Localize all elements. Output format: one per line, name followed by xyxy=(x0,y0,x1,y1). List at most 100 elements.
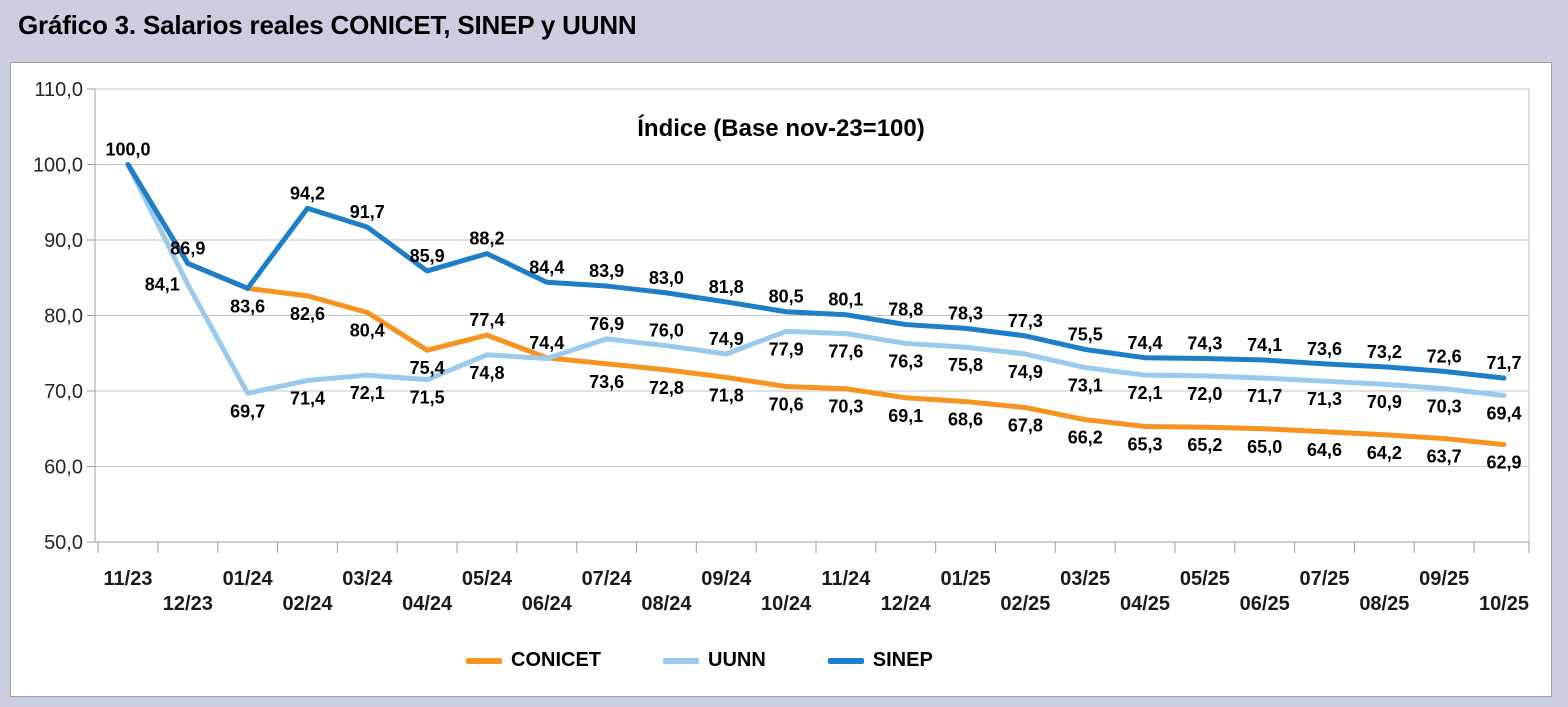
data-label-uunn: 69,4 xyxy=(1486,404,1521,424)
data-label-conicet: 69,1 xyxy=(888,406,923,426)
data-label-uunn: 77,6 xyxy=(828,342,863,362)
x-tick-label: 07/25 xyxy=(1299,568,1349,590)
data-label-conicet: 66,2 xyxy=(1068,428,1103,448)
x-tick-label: 06/24 xyxy=(522,593,573,615)
series-line-uunn xyxy=(125,162,1507,399)
data-label-conicet: 62,9 xyxy=(1486,453,1521,473)
data-label-conicet: 80,4 xyxy=(350,320,385,340)
data-label-sinep: 73,6 xyxy=(1307,339,1342,359)
legend-item-uunn: UUNN xyxy=(663,649,766,672)
x-tick-label: 11/23 xyxy=(104,568,153,590)
data-label-sinep: 85,9 xyxy=(410,246,445,266)
data-label-uunn: 74,9 xyxy=(709,329,744,349)
data-label-uunn: 71,4 xyxy=(290,388,325,408)
data-label-sinep: 94,2 xyxy=(290,183,325,203)
y-tick-label: 60,0 xyxy=(44,457,83,479)
x-tick-label: 12/24 xyxy=(881,593,932,615)
data-label-sinep: 73,2 xyxy=(1367,342,1402,362)
x-tick-label: 11/24 xyxy=(821,568,871,590)
data-label-conicet: 70,6 xyxy=(769,394,804,414)
data-label-uunn: 71,3 xyxy=(1307,389,1342,409)
data-label-conicet: 70,3 xyxy=(828,397,863,417)
x-tick-label: 09/24 xyxy=(701,568,752,590)
y-tick-label: 70,0 xyxy=(44,381,83,403)
chart-svg: 110,0 100,0 90,0 80,0 70,0 60,0 50,0 11/23 12/23… xyxy=(33,79,1530,615)
data-label-conicet: 64,2 xyxy=(1367,443,1402,463)
data-label-sinep: 77,3 xyxy=(1008,311,1043,331)
data-label-sinep: 86,9 xyxy=(170,238,205,258)
data-label-conicet: 67,8 xyxy=(1008,416,1043,436)
x-tick-label: 06/25 xyxy=(1240,593,1290,615)
data-label-sinep: 83,9 xyxy=(589,261,624,281)
data-label-conicet: 77,4 xyxy=(469,310,504,330)
data-label-conicet: 71,8 xyxy=(709,385,744,405)
data-label-uunn: 70,9 xyxy=(1367,392,1402,412)
data-label-conicet: 75,4 xyxy=(410,358,445,378)
data-label-uunn: 69,7 xyxy=(230,401,265,421)
x-tick-label: 03/25 xyxy=(1060,568,1110,590)
data-label-sinep: 78,8 xyxy=(888,300,923,320)
data-label-sinep: 83,0 xyxy=(649,268,684,288)
x-tick-label: 01/25 xyxy=(941,568,991,590)
x-tick-label: 02/24 xyxy=(282,593,333,615)
series-line-conicet xyxy=(125,162,1507,448)
data-label-sinep: 100,0 xyxy=(105,140,150,160)
legend-item-conicet: CONICET xyxy=(466,649,601,672)
data-label-uunn: 77,9 xyxy=(769,339,804,359)
data-label-uunn: 72,1 xyxy=(1128,383,1163,403)
data-label-uunn: 71,5 xyxy=(410,388,445,408)
data-label-uunn: 74,9 xyxy=(1008,362,1043,382)
data-label-uunn: 71,7 xyxy=(1247,386,1282,406)
legend-swatch-uunn xyxy=(663,657,699,664)
data-label-conicet: 65,0 xyxy=(1247,437,1282,457)
data-label-sinep: 72,6 xyxy=(1427,346,1462,366)
data-label-uunn: 76,0 xyxy=(649,321,684,341)
x-tick-label: 08/25 xyxy=(1359,593,1409,615)
data-label-conicet: 65,2 xyxy=(1187,435,1222,455)
y-tick-label: 90,0 xyxy=(44,230,83,252)
data-label-sinep: 71,7 xyxy=(1486,353,1521,373)
data-label-sinep: 74,4 xyxy=(1128,333,1163,353)
chart-legend: CONICET UUNN SINEP xyxy=(466,649,933,672)
page-title: Gráfico 3. Salarios reales CONICET, SINE… xyxy=(18,10,637,40)
legend-label-conicet: CONICET xyxy=(511,649,601,671)
x-tick-label: 01/24 xyxy=(223,568,274,590)
chart-title: Índice (Base nov-23=100) xyxy=(637,115,925,142)
legend-label-uunn: UUNN xyxy=(708,649,766,671)
data-label-conicet: 65,3 xyxy=(1128,434,1163,454)
data-label-sinep: 74,3 xyxy=(1187,334,1222,354)
y-tick-label: 100,0 xyxy=(33,155,83,177)
data-label-uunn: 74,8 xyxy=(469,363,504,383)
x-tick-label: 04/25 xyxy=(1120,593,1170,615)
x-tick-label: 02/25 xyxy=(1000,593,1050,615)
data-label-conicet: 73,6 xyxy=(589,372,624,392)
x-tick-label: 03/24 xyxy=(342,568,393,590)
data-label-conicet: 68,6 xyxy=(948,410,983,430)
data-label-uunn: 72,0 xyxy=(1187,384,1222,404)
data-label-sinep: 80,1 xyxy=(828,290,863,310)
y-tick-label: 50,0 xyxy=(44,532,83,554)
data-label-sinep: 84,4 xyxy=(529,257,564,277)
data-label-sinep: 81,8 xyxy=(709,277,744,297)
data-label-sinep: 88,2 xyxy=(469,229,504,249)
data-label-uunn: 76,9 xyxy=(589,314,624,334)
chart-panel: 110,0 100,0 90,0 80,0 70,0 60,0 50,0 11/23 12/23… xyxy=(10,62,1552,697)
x-tick-label: 08/24 xyxy=(641,593,692,615)
x-tick-label: 05/25 xyxy=(1180,568,1230,590)
data-label-conicet: 74,4 xyxy=(529,333,564,353)
x-tick-label: 10/25 xyxy=(1479,593,1529,615)
legend-swatch-sinep xyxy=(827,657,864,664)
data-label-uunn: 73,1 xyxy=(1068,376,1103,396)
x-tick-label: 12/23 xyxy=(163,593,213,615)
data-label-uunn: 75,8 xyxy=(948,355,983,375)
x-tick-label: 09/25 xyxy=(1419,568,1469,590)
data-label-uunn: 84,1 xyxy=(145,275,180,295)
data-label-sinep: 75,5 xyxy=(1068,324,1103,344)
y-tick-label: 110,0 xyxy=(34,79,83,101)
data-label-uunn: 72,1 xyxy=(350,383,385,403)
data-label-sinep: 91,7 xyxy=(350,202,385,222)
data-label-sinep: 78,3 xyxy=(948,303,983,323)
data-label-conicet: 83,6 xyxy=(230,296,265,316)
x-tick-label: 05/24 xyxy=(462,568,513,590)
data-label-uunn: 70,3 xyxy=(1427,397,1462,417)
